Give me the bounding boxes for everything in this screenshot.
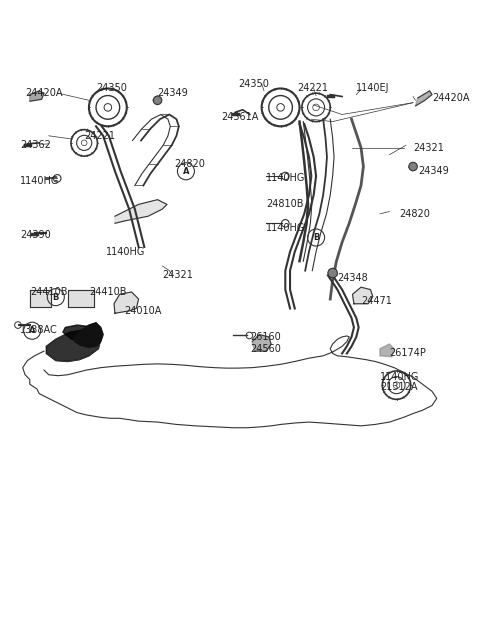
Text: 1140HG: 1140HG: [266, 173, 306, 183]
Text: 24390: 24390: [20, 230, 51, 240]
Text: 24361A: 24361A: [221, 112, 259, 122]
Polygon shape: [47, 330, 101, 362]
Text: 24820: 24820: [174, 159, 205, 169]
Text: 24810B: 24810B: [266, 199, 304, 209]
Text: 24321: 24321: [413, 143, 444, 152]
Polygon shape: [75, 323, 103, 347]
Circle shape: [328, 268, 337, 278]
Text: 24362: 24362: [20, 140, 51, 151]
Text: B: B: [53, 292, 59, 302]
Text: 1338AC: 1338AC: [20, 325, 58, 335]
Text: 24221: 24221: [84, 131, 115, 141]
Text: 24420A: 24420A: [432, 93, 469, 103]
Text: A: A: [29, 326, 36, 335]
Polygon shape: [416, 91, 432, 106]
Text: B: B: [313, 233, 319, 242]
Text: 24348: 24348: [337, 273, 368, 283]
Circle shape: [409, 162, 417, 171]
Text: 26174P: 26174P: [389, 349, 426, 358]
Polygon shape: [63, 325, 94, 342]
Polygon shape: [352, 287, 373, 304]
Text: 21312A: 21312A: [380, 381, 418, 392]
Text: 24820: 24820: [399, 209, 430, 219]
Polygon shape: [380, 344, 394, 357]
Text: 24350: 24350: [238, 79, 269, 89]
Text: 24010A: 24010A: [124, 306, 162, 316]
Text: 24471: 24471: [361, 296, 392, 307]
Polygon shape: [115, 200, 167, 223]
Polygon shape: [252, 334, 271, 351]
Text: 1140HG: 1140HG: [20, 176, 60, 186]
Text: 24420A: 24420A: [25, 88, 62, 98]
Circle shape: [153, 96, 162, 104]
Text: 1140HG: 1140HG: [380, 372, 420, 382]
Text: 24349: 24349: [157, 88, 188, 98]
Polygon shape: [114, 292, 139, 313]
Text: 1140EJ: 1140EJ: [356, 83, 390, 93]
Text: 26160: 26160: [250, 332, 281, 342]
Text: 1140HG: 1140HG: [266, 223, 306, 233]
Text: 24221: 24221: [297, 83, 328, 93]
Text: 24321: 24321: [162, 270, 193, 280]
Text: 24410B: 24410B: [30, 287, 67, 297]
Polygon shape: [30, 91, 44, 101]
Polygon shape: [68, 289, 94, 307]
Text: 1140HG: 1140HG: [106, 247, 145, 257]
Text: 24349: 24349: [418, 166, 448, 176]
Text: 24560: 24560: [250, 344, 281, 354]
Text: 24410B: 24410B: [89, 287, 126, 297]
Text: 24350: 24350: [96, 83, 127, 93]
Text: A: A: [183, 167, 189, 176]
Polygon shape: [30, 289, 51, 307]
